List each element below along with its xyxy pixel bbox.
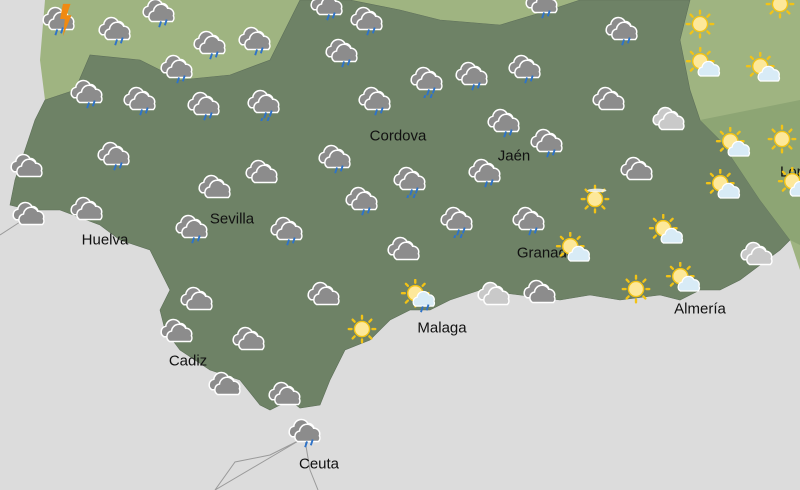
border-line — [0, 221, 21, 236]
city-label-malaga: Malaga — [417, 319, 467, 337]
border-line — [304, 439, 319, 490]
weather-cloud-icon — [520, 275, 566, 311]
weather-sun-icon — [339, 312, 385, 348]
weather-cloud-icon — [67, 192, 113, 228]
weather-sun-icon — [759, 122, 800, 158]
weather-rain-icon — [522, 0, 568, 21]
weather-cloud-light-icon — [474, 277, 520, 313]
weather-cloud-icon — [304, 277, 350, 313]
weather-cloud-icon — [7, 149, 53, 185]
city-label-cordova: Cordova — [369, 127, 427, 145]
weather-sun-icon — [677, 7, 723, 43]
northern-region-land — [40, 0, 800, 270]
weather-rain-icon — [322, 34, 368, 70]
weather-rain-icon — [235, 22, 281, 58]
weather-cloud-icon — [242, 155, 288, 191]
weather-cloud-icon — [384, 232, 430, 268]
weather-sun-icon — [613, 272, 659, 308]
weather-sun-icon — [757, 0, 800, 23]
weather-sun-cloud-icon — [645, 213, 691, 250]
weather-rain-icon — [602, 12, 648, 48]
weather-sun-rain-icon — [397, 278, 443, 315]
weather-heavy-rain-icon — [437, 202, 483, 242]
weather-rain-icon — [285, 414, 331, 450]
weather-rain-icon — [95, 12, 141, 48]
city-label-huelva: Huelva — [81, 231, 129, 249]
weather-rain-icon — [120, 82, 166, 118]
weather-rain-icon — [157, 50, 203, 86]
weather-cloud-icon — [617, 152, 663, 188]
weather-rain-icon — [505, 50, 551, 86]
city-label-ceuta: Ceuta — [298, 455, 340, 473]
weather-cloud-icon — [229, 322, 275, 358]
weather-rain-icon — [509, 202, 555, 238]
weather-sun-haze-icon — [572, 182, 618, 218]
weather-rain-icon — [315, 140, 361, 176]
weather-rain-icon — [452, 57, 498, 93]
weather-sun-cloud-icon — [702, 168, 748, 205]
weather-sun-cloud-icon — [552, 231, 598, 268]
city-label-almeria: Almería — [674, 300, 726, 318]
weather-rain-icon — [267, 212, 313, 248]
weather-cloud-icon — [205, 367, 251, 403]
weather-heavy-rain-icon — [407, 62, 453, 102]
weather-heavy-rain-icon — [244, 85, 290, 125]
weather-sun-cloud-icon — [662, 261, 708, 298]
weather-rain-icon — [484, 104, 530, 140]
weather-rain-icon — [190, 26, 236, 62]
weather-rain-icon — [465, 154, 511, 190]
city-label-granada: Granada — [516, 244, 576, 262]
weather-rain-icon — [172, 210, 218, 246]
weather-rain-icon — [527, 124, 573, 160]
weather-rain-icon — [307, 0, 353, 23]
city-label-jaen: Jaén — [497, 147, 531, 165]
weather-rain-icon — [342, 182, 388, 218]
weather-rain-icon — [67, 75, 113, 111]
weather-rain-icon — [139, 0, 185, 30]
weather-sun-cloud-icon — [712, 126, 758, 163]
weather-rain-icon — [355, 82, 401, 118]
city-label-cadiz: Cadiz — [168, 352, 208, 370]
city-label-sevilla: Sevilla — [209, 210, 255, 228]
weather-rain-icon — [184, 87, 230, 123]
weather-cloud-icon — [195, 170, 241, 206]
weather-cloud-icon — [589, 82, 635, 118]
weather-storm-icon — [39, 2, 85, 38]
weather-cloud-icon — [157, 314, 203, 350]
weather-rain-icon — [94, 137, 140, 173]
weather-cloud-icon — [265, 377, 311, 413]
weather-heavy-rain-icon — [390, 162, 436, 202]
weather-cloud-light-icon — [649, 102, 695, 138]
weather-cloud-icon — [177, 282, 223, 318]
weather-cloud-icon — [9, 197, 55, 233]
morocco-border-area — [214, 439, 301, 490]
weather-rain-icon — [347, 2, 393, 38]
weather-sun-cloud-icon — [774, 166, 800, 203]
weather-sun-cloud-icon — [682, 46, 728, 83]
weather-sun-cloud-icon — [742, 51, 788, 88]
weather-cloud-light-icon — [737, 237, 783, 273]
